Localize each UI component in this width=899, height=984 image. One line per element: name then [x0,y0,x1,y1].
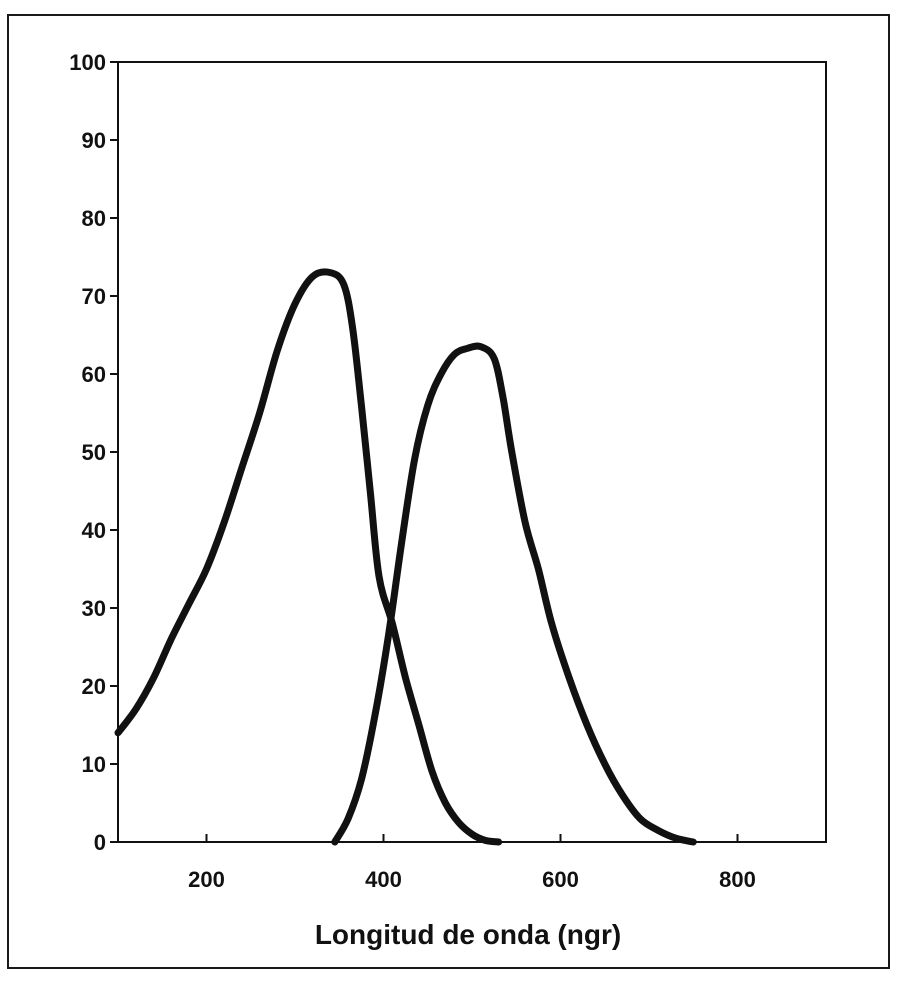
plot-area-frame [117,61,827,843]
chart-series [114,268,697,846]
y-tick-label: 30 [82,596,106,621]
y-tick-label: 0 [94,830,106,855]
chart-ticks: 0 10 20 30 40 50 60 70 80 90 100 200 400 600 800 [69,50,756,892]
series-line-1 [114,268,503,846]
y-tick-label: 70 [82,284,106,309]
y-tick-label: 100 [69,50,106,75]
x-tick-label: 400 [365,867,402,892]
y-tick-label: 90 [82,128,106,153]
x-tick-label: 800 [719,867,756,892]
x-axis-title: Longitud de onda (ngr) [315,919,621,950]
chart-axes [117,61,827,843]
y-tick-label: 10 [82,752,106,777]
y-tick-label: 60 [82,362,106,387]
y-tick-label: 80 [82,206,106,231]
figure-frame [7,14,890,969]
series-line-2 [331,342,697,846]
y-tick-label: 50 [82,440,106,465]
x-tick-label: 600 [542,867,579,892]
y-tick-label: 40 [82,518,106,543]
x-tick-label: 200 [188,867,225,892]
y-tick-label: 20 [82,674,106,699]
